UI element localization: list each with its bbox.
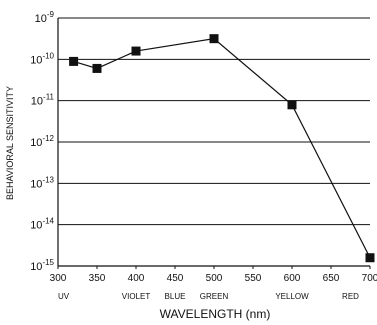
y-tick-exponent: -14 — [42, 217, 54, 226]
x-tick-label: 600 — [284, 273, 301, 284]
y-tick-exponent: -9 — [47, 10, 55, 19]
y-tick-base: 10 — [31, 96, 43, 108]
color-band-label: UV — [58, 292, 70, 301]
y-tick-base: 10 — [30, 220, 42, 232]
data-point-marker — [209, 34, 219, 44]
data-point-marker — [69, 56, 79, 66]
color-band-label: BLUE — [165, 292, 186, 301]
y-tick-exponent: -13 — [42, 175, 54, 184]
y-tick-label: 10-11 — [31, 93, 55, 108]
x-tick-label: 450 — [167, 273, 184, 284]
y-tick-label: 10-13 — [30, 175, 54, 190]
y-tick-label: 10-10 — [30, 51, 54, 66]
y-tick-label: 10-12 — [30, 134, 54, 149]
y-tick-exponent: -12 — [42, 134, 54, 143]
data-point-marker — [365, 253, 375, 263]
color-band-labels: UV VIOLET BLUE GREEN YELLOW RED — [58, 292, 359, 301]
y-tick-base: 10 — [30, 178, 42, 190]
color-band-label: RED — [342, 292, 359, 301]
y-axis-label: BEHAVIORAL SENSITIVITY — [5, 86, 15, 200]
grid-lines — [58, 17, 370, 267]
x-tick-label: 550 — [245, 273, 262, 284]
x-axis-label: WAVELENGTH (nm) — [160, 307, 271, 321]
y-tick-base: 10 — [35, 13, 47, 25]
y-tick-exponent: -10 — [42, 51, 54, 60]
color-band-label: GREEN — [200, 292, 229, 301]
y-tick-label: 10-15 — [30, 258, 54, 273]
data-point-marker — [131, 46, 141, 56]
y-tick-label: 10-9 — [35, 10, 55, 25]
x-tick-label: 400 — [128, 273, 145, 284]
x-tick-labels: 300 350 400 450 500 550 600 650 700 — [50, 273, 377, 284]
y-tick-base: 10 — [30, 261, 42, 273]
y-tick-exponent: -15 — [42, 258, 54, 267]
data-points — [69, 34, 375, 263]
y-tick-exponent: -11 — [43, 93, 55, 102]
data-point-marker — [287, 100, 297, 110]
x-tick-label: 300 — [50, 273, 67, 284]
data-point-marker — [92, 63, 102, 73]
y-tick-label: 10-14 — [30, 217, 54, 232]
x-tick-label: 500 — [206, 273, 223, 284]
color-band-label: YELLOW — [275, 292, 309, 301]
x-tick-label: 700 — [362, 273, 377, 284]
y-tick-base: 10 — [30, 54, 42, 66]
y-tick-base: 10 — [30, 137, 42, 149]
axes — [57, 18, 371, 269]
color-band-label: VIOLET — [122, 292, 151, 301]
x-tick-label: 650 — [323, 273, 340, 284]
x-tick-label: 350 — [89, 273, 106, 284]
